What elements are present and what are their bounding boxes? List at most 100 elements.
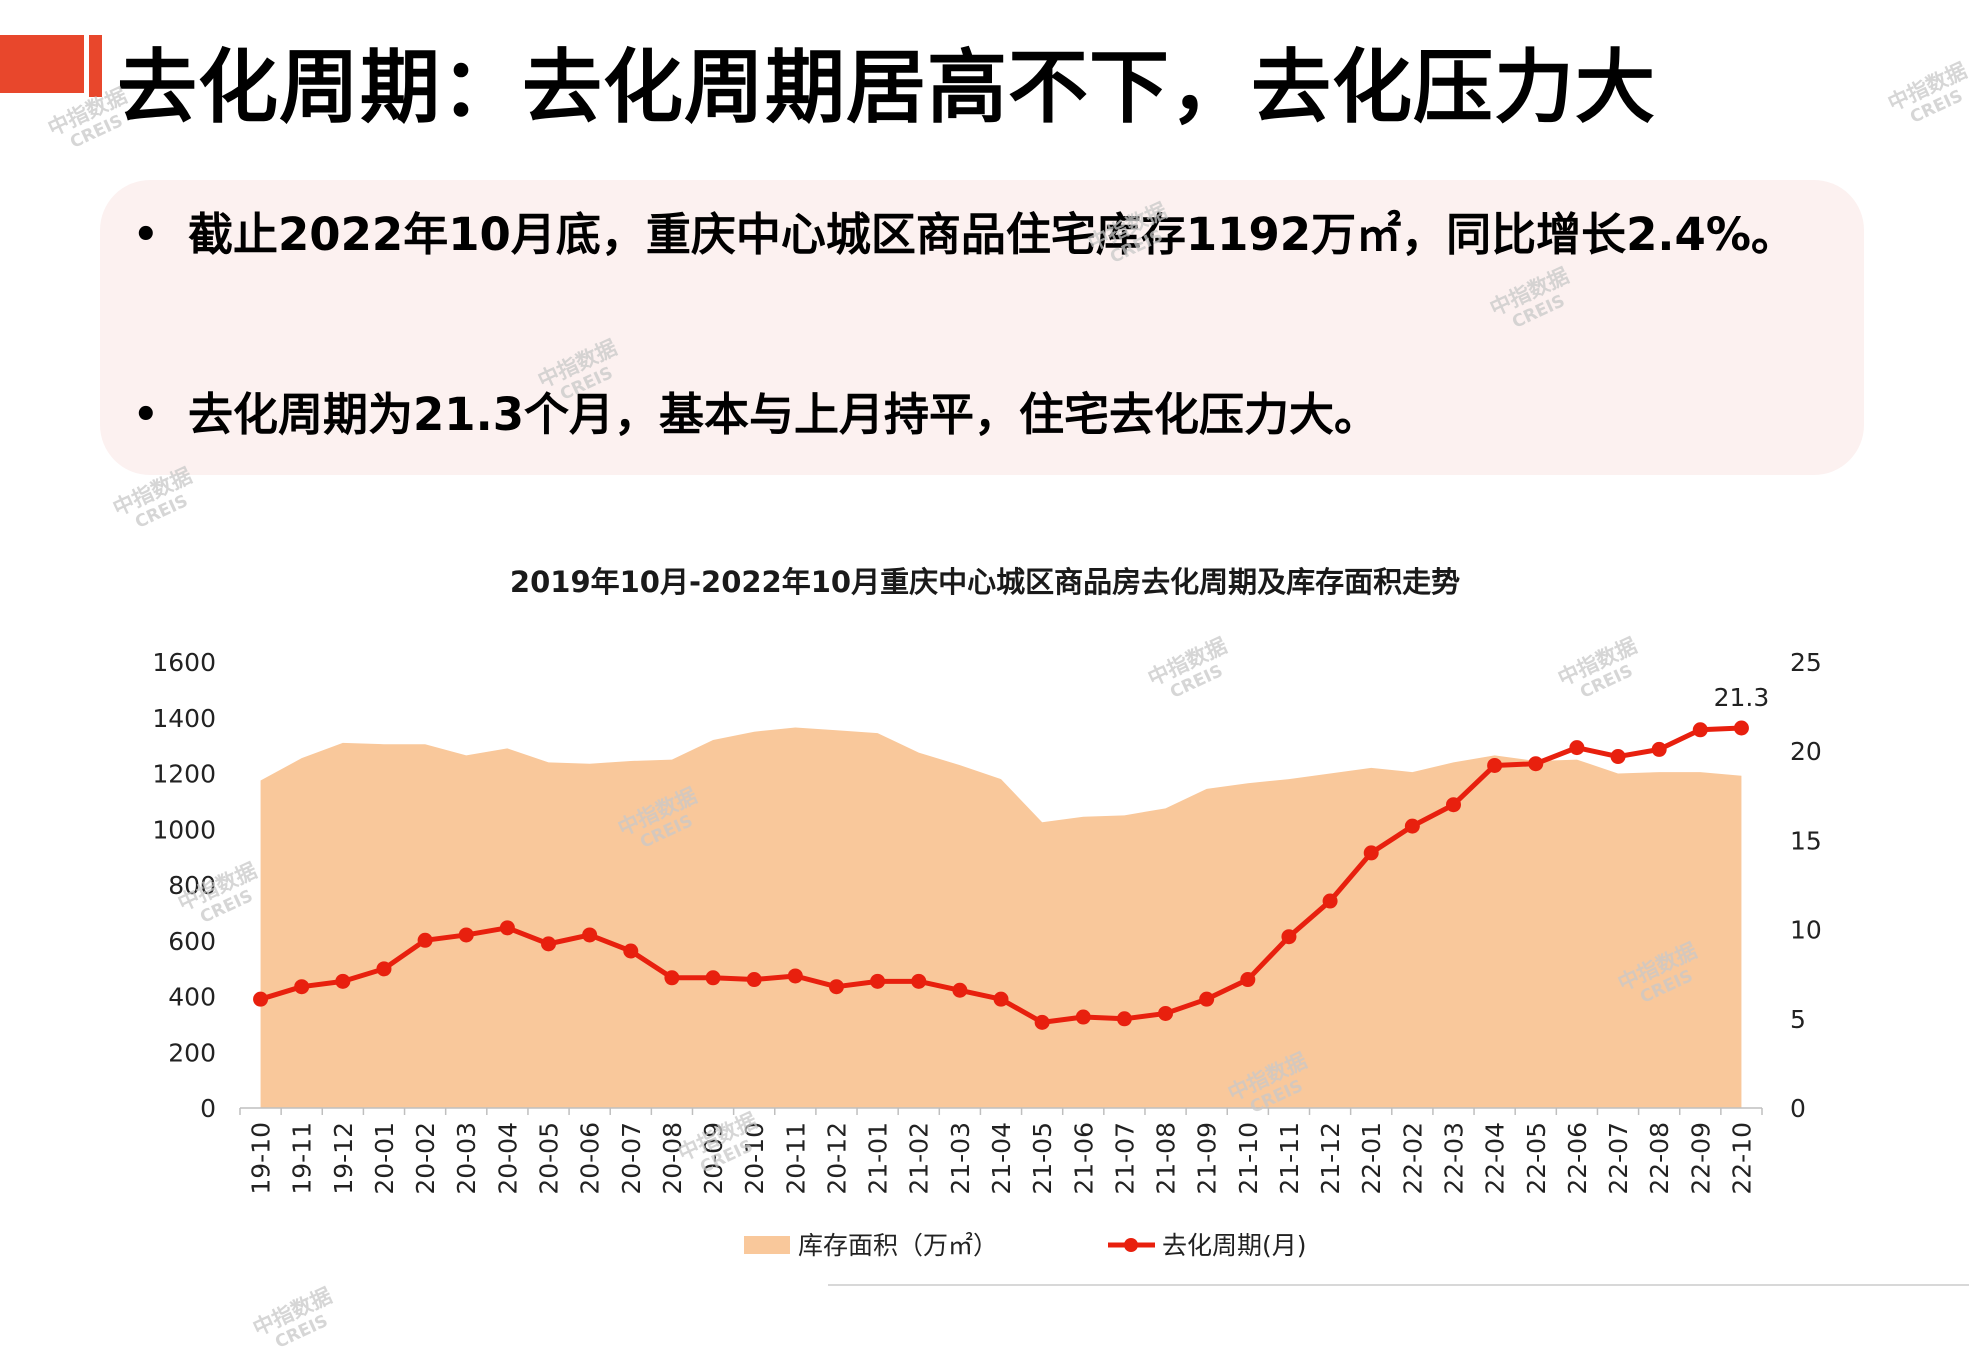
- x-tick-label: 21-10: [1234, 1122, 1263, 1195]
- cycle-point: [1116, 1011, 1132, 1027]
- x-tick-label: 20-06: [576, 1122, 605, 1195]
- y-right-tick-label: 15: [1790, 826, 1822, 855]
- cycle-point: [952, 982, 968, 998]
- x-tick-label: 20-01: [370, 1122, 399, 1195]
- cycle-point: [582, 927, 598, 943]
- y-left-tick-label: 800: [168, 871, 216, 900]
- y-left-tick-label: 0: [200, 1094, 216, 1123]
- cycle-point: [1487, 757, 1503, 773]
- bullet-dot-icon: •: [133, 212, 159, 258]
- cycle-point: [1322, 893, 1338, 909]
- x-tick-label: 21-07: [1110, 1122, 1139, 1195]
- cycle-point: [746, 972, 762, 988]
- x-tick-label: 21-12: [1316, 1122, 1345, 1195]
- legend-swatch-cycle-marker: [1124, 1238, 1138, 1252]
- data-label: 21.3: [1714, 683, 1770, 712]
- cycle-point: [499, 920, 515, 936]
- x-tick-label: 21-06: [1069, 1122, 1098, 1195]
- y-right-tick-label: 10: [1790, 916, 1822, 945]
- x-tick-label: 21-04: [987, 1122, 1016, 1195]
- x-tick-label: 20-12: [822, 1122, 851, 1195]
- cycle-point: [1199, 991, 1215, 1007]
- x-tick-label: 21-05: [1028, 1122, 1057, 1195]
- y-left-tick-label: 1400: [152, 704, 216, 733]
- cycle-point: [828, 979, 844, 995]
- cycle-point: [705, 970, 721, 986]
- header-accent-block: [0, 35, 84, 93]
- x-tick-label: 19-12: [329, 1122, 358, 1195]
- x-tick-label: 22-07: [1604, 1122, 1633, 1195]
- cycle-point: [253, 991, 269, 1007]
- x-tick-label: 19-11: [288, 1122, 317, 1195]
- cycle-point: [787, 968, 803, 984]
- y-left-tick-label: 600: [168, 927, 216, 956]
- page-title: 去化周期：去化周期居高不下，去化压力大: [117, 41, 1656, 134]
- x-tick-label: 22-02: [1398, 1122, 1427, 1195]
- x-tick-label: 20-10: [740, 1122, 769, 1195]
- cycle-point: [1034, 1014, 1050, 1030]
- cycle-point: [993, 991, 1009, 1007]
- y-right-tick-label: 20: [1790, 737, 1822, 766]
- y-left-tick-label: 400: [168, 983, 216, 1012]
- cycle-point: [1692, 722, 1708, 738]
- cycle-point: [1363, 845, 1379, 861]
- x-tick-label: 20-07: [617, 1122, 646, 1195]
- legend-swatch-inventory: [744, 1236, 790, 1254]
- cycle-point: [541, 936, 557, 952]
- x-tick-label: 22-04: [1481, 1122, 1510, 1195]
- cycle-point: [664, 970, 680, 986]
- x-tick-label: 22-05: [1522, 1122, 1551, 1195]
- x-tick-label: 21-02: [905, 1122, 934, 1195]
- cycle-point: [1240, 972, 1256, 988]
- y-right-tick-label: 25: [1790, 648, 1822, 677]
- y-left-tick-label: 200: [168, 1038, 216, 1067]
- x-tick-label: 20-04: [493, 1122, 522, 1195]
- cycle-point: [1281, 929, 1297, 945]
- legend-label-inventory: 库存面积（万㎡）: [798, 1231, 998, 1260]
- x-tick-label: 22-08: [1645, 1122, 1674, 1195]
- x-tick-label: 22-03: [1439, 1122, 1468, 1195]
- cycle-point: [1610, 749, 1626, 765]
- cycle-point: [335, 973, 351, 989]
- legend-label-cycle: 去化周期(月): [1162, 1231, 1307, 1260]
- cycle-point: [1528, 756, 1544, 772]
- y-right-tick-label: 5: [1790, 1005, 1806, 1034]
- x-tick-label: 20-05: [535, 1122, 564, 1195]
- x-tick-label: 22-09: [1686, 1122, 1715, 1195]
- chart-title: 2019年10月-2022年10月重庆中心城区商品房去化周期及库存面积走势: [510, 565, 1460, 599]
- cycle-point: [1445, 797, 1461, 813]
- cycle-point: [458, 927, 474, 943]
- cycle-point: [870, 973, 886, 989]
- x-tick-label: 20-11: [781, 1122, 810, 1195]
- inventory-area: [260, 727, 1742, 1108]
- cycle-point: [1651, 741, 1667, 757]
- x-tick-label: 22-01: [1357, 1122, 1386, 1195]
- summary-bullet-text: 去化周期为21.3个月，基本与上月持平，住宅去化压力大。: [188, 388, 1380, 441]
- x-tick-label: 20-08: [658, 1122, 687, 1195]
- cycle-point: [1404, 818, 1420, 834]
- x-tick-label: 21-11: [1275, 1122, 1304, 1195]
- cycle-point: [623, 943, 639, 959]
- x-tick-label: 20-02: [411, 1122, 440, 1195]
- y-left-tick-label: 1600: [152, 648, 216, 677]
- summary-panel: • 截止2022年10月底，重庆中心城区商品住宅库存1192万㎡，同比增长2.4…: [100, 180, 1864, 475]
- footer-divider: [828, 1284, 1969, 1286]
- y-left-tick-label: 1200: [152, 760, 216, 789]
- summary-bullet-text: 截止2022年10月底，重庆中心城区商品住宅库存1192万㎡，同比增长2.4%。: [188, 208, 1796, 261]
- header-accent-bar: [89, 35, 102, 97]
- y-right-tick-label: 0: [1790, 1094, 1806, 1123]
- cycle-point: [911, 973, 927, 989]
- x-tick-label: 19-10: [247, 1122, 276, 1195]
- x-tick-label: 21-09: [1193, 1122, 1222, 1195]
- y-left-tick-label: 1000: [152, 815, 216, 844]
- cycle-point: [1733, 720, 1749, 736]
- cycle-point: [417, 932, 433, 948]
- x-tick-label: 21-03: [946, 1122, 975, 1195]
- cycle-point: [376, 961, 392, 977]
- x-tick-label: 20-09: [699, 1122, 728, 1195]
- x-tick-label: 22-06: [1563, 1122, 1592, 1195]
- x-tick-label: 21-01: [864, 1122, 893, 1195]
- cycle-point: [1075, 1009, 1091, 1025]
- cycle-point: [1569, 740, 1585, 756]
